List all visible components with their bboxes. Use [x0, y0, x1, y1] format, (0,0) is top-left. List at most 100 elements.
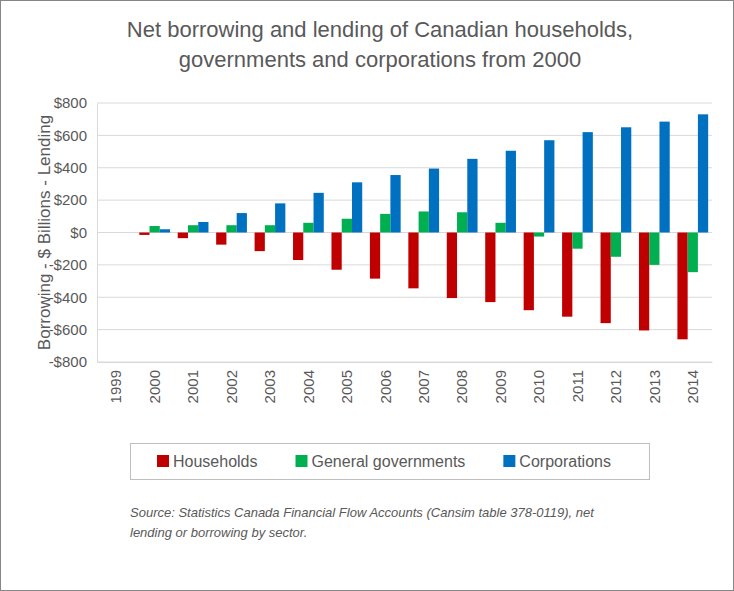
bar	[601, 233, 611, 324]
bar	[160, 229, 170, 232]
grid-line	[97, 103, 712, 104]
legend-swatch	[503, 455, 515, 467]
bar	[226, 225, 236, 232]
y-tick: $0	[70, 224, 97, 241]
x-tick-label: 1999	[107, 370, 124, 403]
y-axis: -$800 -$600 -$400 -$200 $0 $200 $400 $600 $800	[49, 94, 98, 370]
bar	[255, 233, 265, 252]
bar	[237, 213, 247, 232]
bar	[659, 122, 669, 233]
bar	[390, 175, 400, 232]
y-tick: -$400	[49, 289, 97, 306]
y-tick-label: $600	[54, 127, 87, 144]
y-tick-label: -$200	[49, 256, 87, 273]
x-tick: 2005	[338, 362, 355, 403]
bar	[698, 114, 708, 232]
bar	[677, 233, 687, 340]
legend-swatch	[296, 455, 308, 467]
x-axis-line	[98, 362, 713, 363]
chart-border	[1, 1, 734, 591]
bar	[524, 233, 534, 311]
bar-series	[139, 233, 687, 340]
x-tick-label: 2004	[300, 370, 317, 403]
title: Net borrowing and lending of Canadian ho…	[127, 17, 633, 72]
bar	[688, 233, 698, 273]
bar	[408, 233, 418, 289]
grid	[97, 103, 712, 362]
legend: HouseholdsGeneral governmentsCorporation…	[131, 444, 650, 480]
bar	[370, 233, 380, 279]
x-tick: 2002	[223, 362, 240, 403]
x-tick: 2008	[453, 362, 470, 403]
bar-series	[160, 114, 708, 232]
bars	[139, 114, 708, 339]
x-tick: 2003	[261, 362, 278, 403]
x-tick: 1999	[107, 362, 124, 403]
y-tick: -$200	[49, 256, 97, 273]
grid-line	[97, 329, 712, 330]
bar	[562, 233, 572, 317]
x-tick-label: 2008	[453, 370, 470, 403]
x-tick-label: 2011	[569, 370, 586, 402]
y-tick: $600	[54, 127, 97, 144]
y-tick-label: -$800	[49, 353, 87, 370]
x-tick: 2000	[146, 362, 163, 403]
bar	[314, 193, 324, 233]
y-tick: $200	[54, 191, 97, 208]
bar	[467, 159, 477, 233]
bar	[303, 223, 313, 233]
bar	[265, 225, 275, 232]
x-tick: 2014	[684, 362, 701, 403]
y-tick: $400	[54, 159, 97, 176]
x-tick-label: 2012	[607, 370, 624, 403]
source-line: Source: Statistics Canada Financial Flow…	[130, 505, 595, 520]
y-tick: -$600	[49, 321, 97, 338]
y-tick: -$800	[49, 353, 97, 370]
grid-line	[97, 264, 712, 265]
x-tick-label: 2013	[646, 370, 663, 403]
x-tick: 2012	[607, 362, 624, 403]
y-axis-title: Borrowing - $ Billions - Lending	[35, 115, 54, 350]
x-tick: 2009	[492, 362, 509, 403]
bar	[198, 222, 208, 233]
bar	[534, 233, 544, 237]
bar	[275, 203, 285, 232]
x-tick: 2004	[300, 362, 317, 403]
legend-label: Corporations	[519, 453, 611, 470]
x-tick-label: 2002	[223, 370, 240, 403]
x-tick-label: 2007	[415, 370, 432, 403]
bar	[380, 214, 390, 233]
bar	[419, 211, 429, 232]
bar	[139, 233, 149, 235]
x-tick: 2001	[184, 362, 201, 403]
legend-box	[131, 444, 650, 480]
x-tick-label: 2010	[530, 370, 547, 403]
y-tick-label: -$400	[49, 289, 87, 306]
x-tick: 2007	[415, 362, 432, 403]
bar	[293, 233, 303, 261]
source-note: Source: Statistics Canada Financial Flow…	[130, 505, 595, 540]
bar	[352, 182, 362, 232]
x-tick: 2006	[377, 362, 394, 403]
bar	[583, 132, 593, 232]
bar	[150, 226, 160, 232]
bar	[342, 219, 352, 233]
bar	[621, 127, 631, 232]
x-axis: 1999 2000 2001 2002 2003 2004 2005 2006 2007 2008…	[98, 362, 713, 403]
x-tick-label: 2001	[184, 370, 201, 403]
x-tick-label: 2003	[261, 370, 278, 403]
bar	[188, 225, 198, 232]
x-tick-label: 2000	[146, 370, 163, 403]
grid-line	[97, 200, 712, 201]
y-tick: $800	[54, 94, 97, 111]
legend-swatch	[157, 455, 169, 467]
y-tick-label: $0	[70, 224, 87, 241]
legend-label: General governments	[312, 453, 466, 470]
bar	[178, 233, 188, 239]
y-tick-label: $800	[54, 94, 87, 111]
x-tick-label: 2014	[684, 370, 701, 403]
bar	[457, 212, 467, 232]
bar	[544, 140, 554, 232]
bar	[639, 233, 649, 331]
bar	[331, 233, 341, 270]
